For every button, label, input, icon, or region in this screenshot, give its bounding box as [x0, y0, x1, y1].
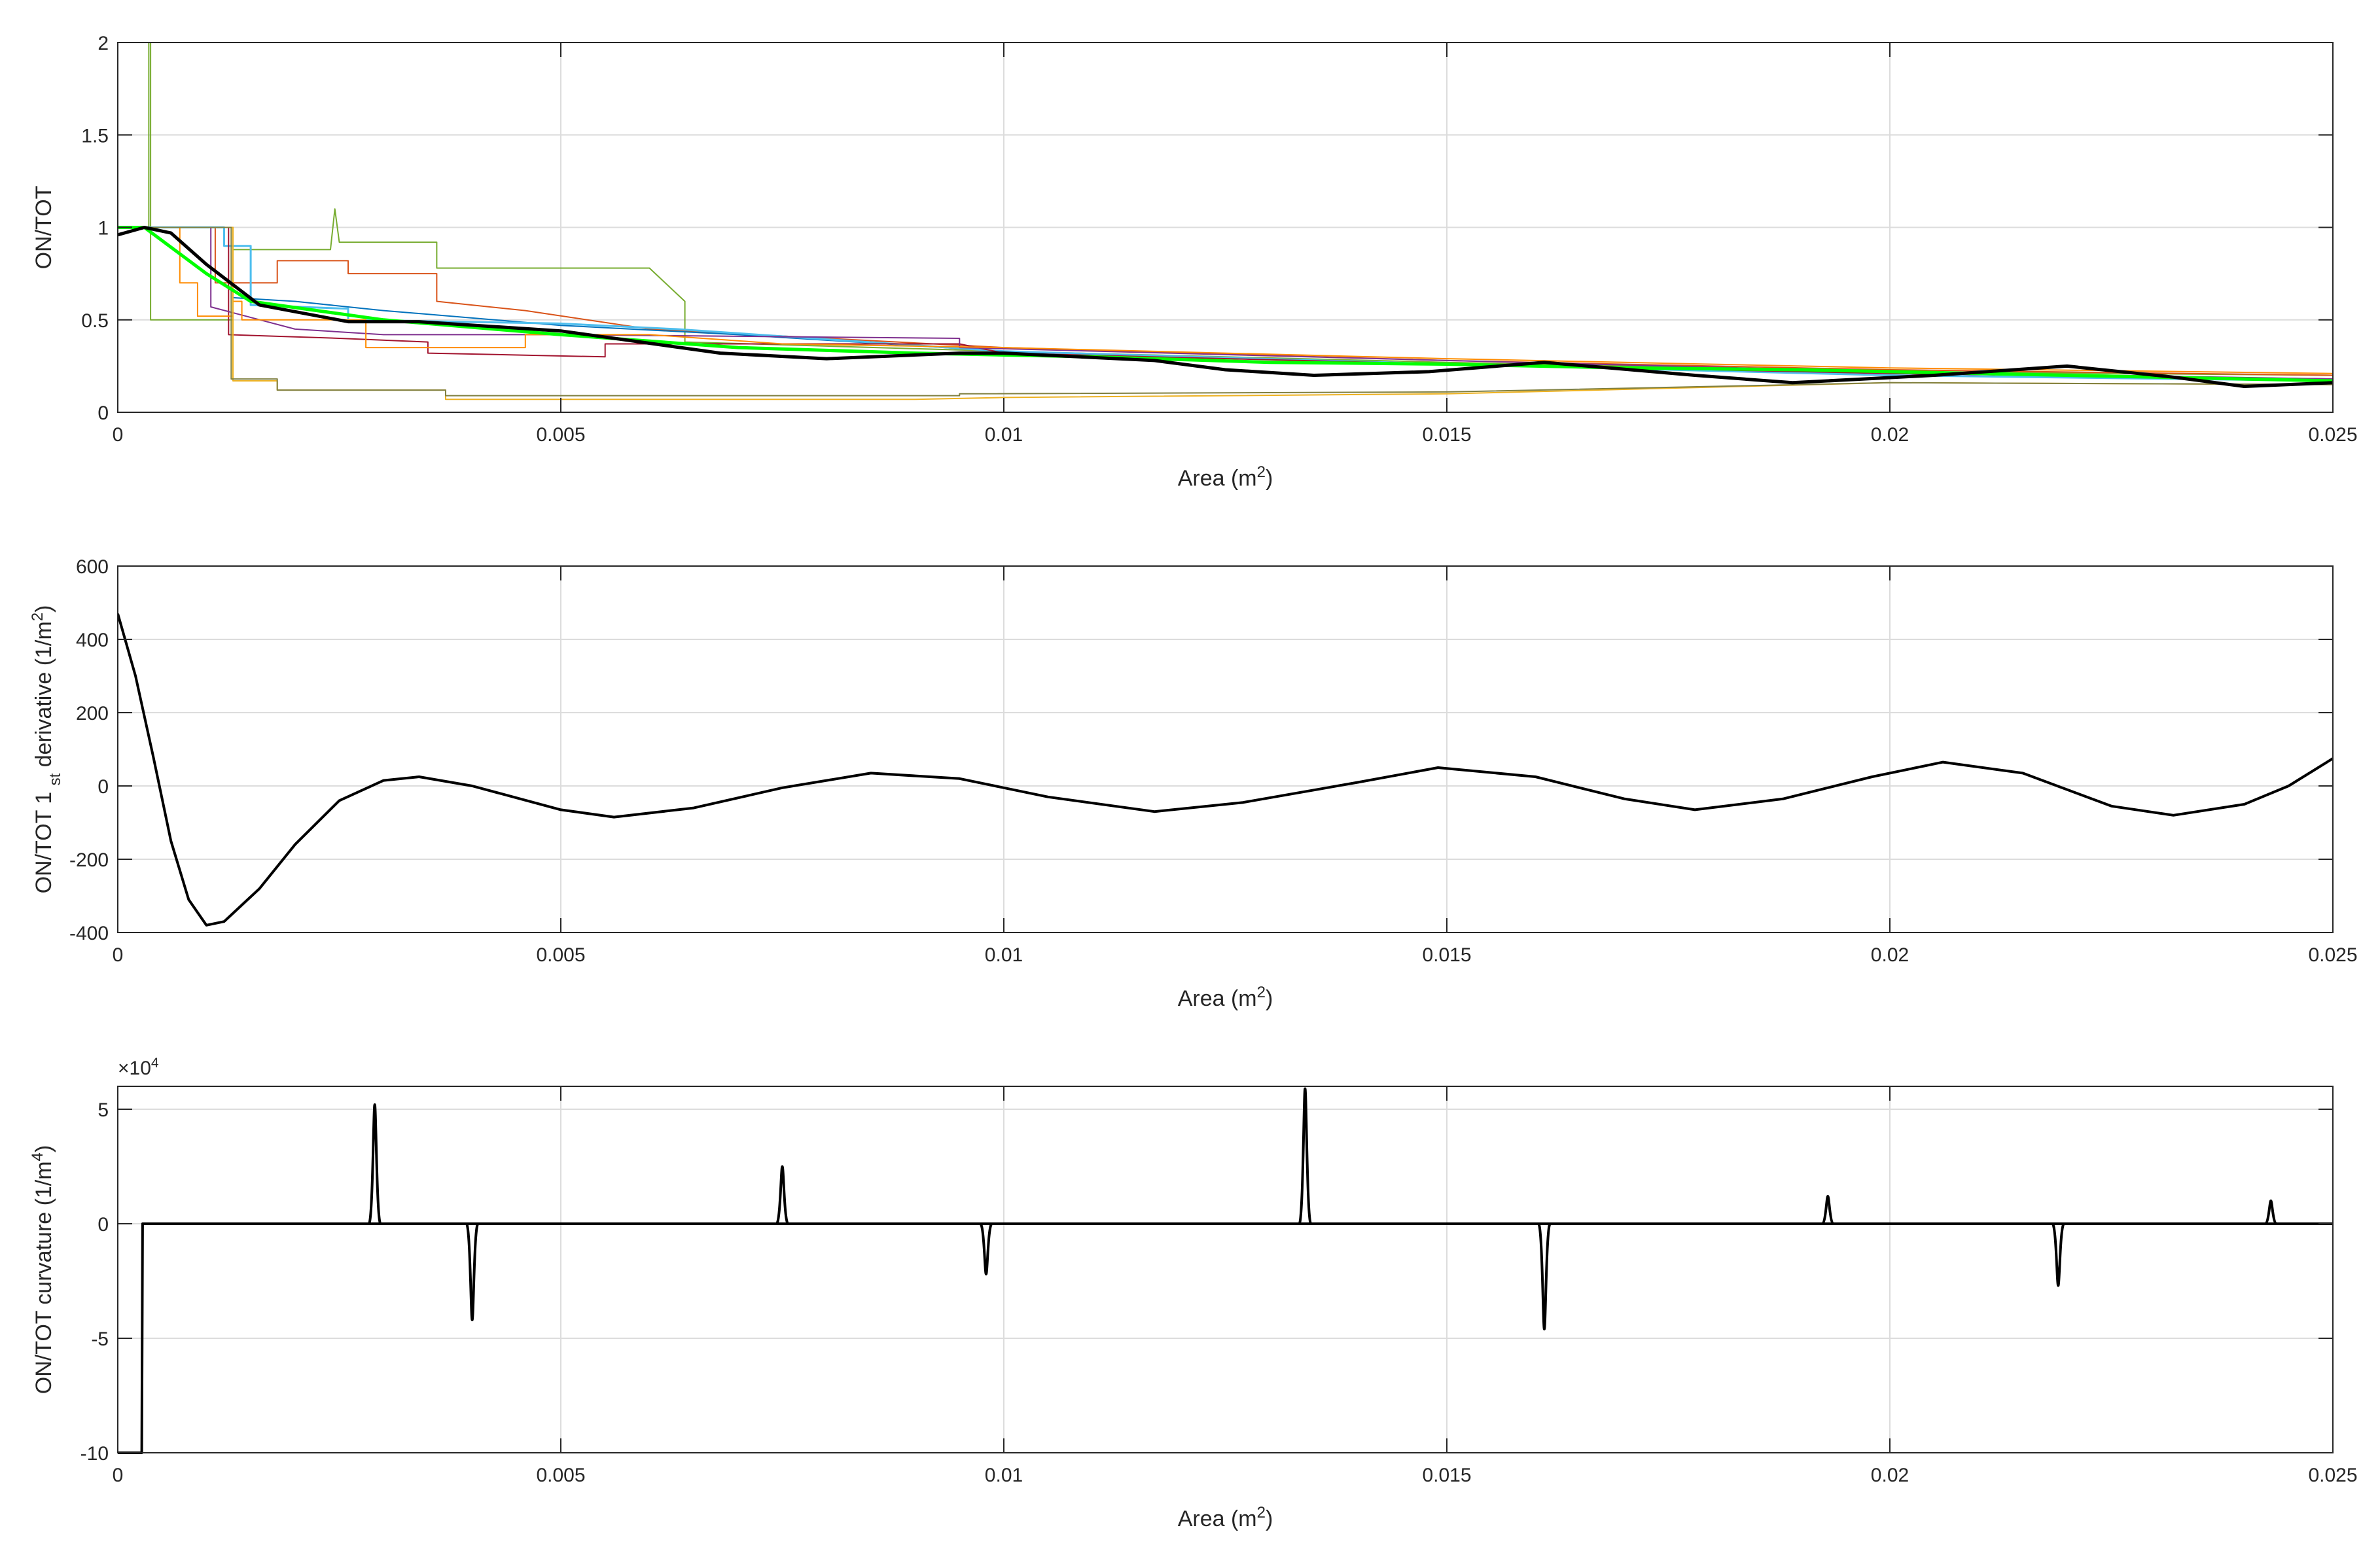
y-tick-label: -5	[91, 1328, 109, 1350]
x-tick-label: 0.015	[1422, 1465, 1471, 1486]
data-layer	[118, 613, 2333, 927]
y-tick-label: 0	[98, 776, 109, 798]
x-tick-label: 0.025	[2308, 1465, 2357, 1486]
series-line-11	[118, 226, 2333, 388]
y-tick-label: 0	[98, 402, 109, 424]
x-tick-label: 0.015	[1422, 944, 1471, 966]
plot-area	[118, 566, 2333, 933]
x-tick-label: 0.005	[536, 424, 585, 446]
y-tick-label: 2	[98, 33, 109, 54]
data-layer	[118, 42, 2333, 400]
series-line-1	[118, 613, 2333, 927]
series-line-10	[118, 226, 2333, 383]
plot-area	[118, 1086, 2333, 1453]
x-tick-label: 0	[113, 424, 124, 446]
x-tick-label: 0.005	[536, 944, 585, 966]
x-axis-label: Area (m2)	[1178, 984, 1273, 1012]
curvature-spike-1	[367, 1103, 382, 1225]
x-tick-label: 0.02	[1871, 424, 1909, 446]
y-axis-label: ON/TOT curvature (1/m4)	[29, 1145, 57, 1395]
series-line-9	[118, 226, 2333, 397]
x-tick-label: 0.01	[985, 944, 1023, 966]
y-tick-label: 200	[76, 703, 109, 724]
chart-panel-1: 0 0.005 0.01 0.015 0.02 0.025 0 0.5 1 1.5 2 Area (m…	[31, 33, 2358, 491]
curvature-spike-6	[1536, 1222, 1552, 1331]
curvature-spike-7	[1821, 1194, 1836, 1225]
y-axis-label: ON/TOT	[31, 186, 56, 270]
y-tick-label: 400	[76, 630, 109, 651]
y-tick-label: 0.5	[81, 310, 109, 332]
curvature-spike-4	[978, 1222, 993, 1276]
y-tick-label: 1	[98, 218, 109, 240]
chart-panel-2: 0 0.005 0.01 0.015 0.02 0.025 -400 -200 0 200 400 6…	[29, 556, 2358, 1011]
x-tick-label: 0	[113, 944, 124, 966]
y-tick-label: 5	[98, 1099, 109, 1121]
x-tick-label: 0	[113, 1465, 124, 1486]
curvature-spike-2	[465, 1222, 480, 1322]
curvature-spike-8	[2051, 1222, 2066, 1287]
x-axis-label: Area (m2)	[1178, 1504, 1273, 1532]
curvature-spike-9	[2264, 1199, 2278, 1225]
axes-box	[117, 1086, 2334, 1453]
y-tick-label: 1.5	[81, 125, 109, 147]
y-tick-label: -200	[69, 849, 109, 871]
x-tick-label: 0.025	[2308, 944, 2357, 966]
x-tick-label: 0.01	[985, 1465, 1023, 1486]
y-tick-label: 0	[98, 1214, 109, 1236]
curvature-spike-3	[775, 1165, 790, 1225]
chart-panel-3: 0 0.005 0.01 0.015 0.02 0.025 -10 -5 0 5 ×104 Area …	[29, 1056, 2358, 1532]
x-axis-label: Area (m2)	[1178, 463, 1273, 491]
x-tick-label: 0.005	[536, 1465, 585, 1486]
axes-box	[117, 565, 2334, 933]
x-tick-label: 0.015	[1422, 424, 1471, 446]
x-tick-label: 0.02	[1871, 1465, 1909, 1486]
x-tick-label: 0.02	[1871, 944, 1909, 966]
x-tick-label: 0.025	[2308, 424, 2357, 446]
y-axis-label: ON/TOT 1 st derivative (1/m2)	[29, 605, 64, 894]
curvature-spike-5	[1298, 1087, 1313, 1225]
y-tick-label: -10	[80, 1443, 109, 1465]
y-tick-label: 600	[76, 556, 109, 578]
x-tick-label: 0.01	[985, 424, 1023, 446]
y-multiplier: ×104	[118, 1056, 159, 1080]
y-tick-label: -400	[69, 923, 109, 944]
series-line-7	[118, 226, 2333, 374]
